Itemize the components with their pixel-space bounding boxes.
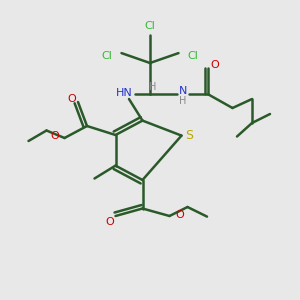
Text: O: O [50,130,59,141]
Text: Cl: Cl [145,21,155,31]
Text: H: H [179,95,187,106]
Text: N: N [179,86,187,97]
Text: O: O [176,209,184,220]
Text: O: O [210,59,219,70]
Text: S: S [185,129,193,142]
Text: O: O [68,94,76,104]
Text: H: H [149,82,157,92]
Text: HN: HN [116,88,133,98]
Text: O: O [105,217,114,227]
Text: Cl: Cl [102,50,112,61]
Text: Cl: Cl [188,50,198,61]
